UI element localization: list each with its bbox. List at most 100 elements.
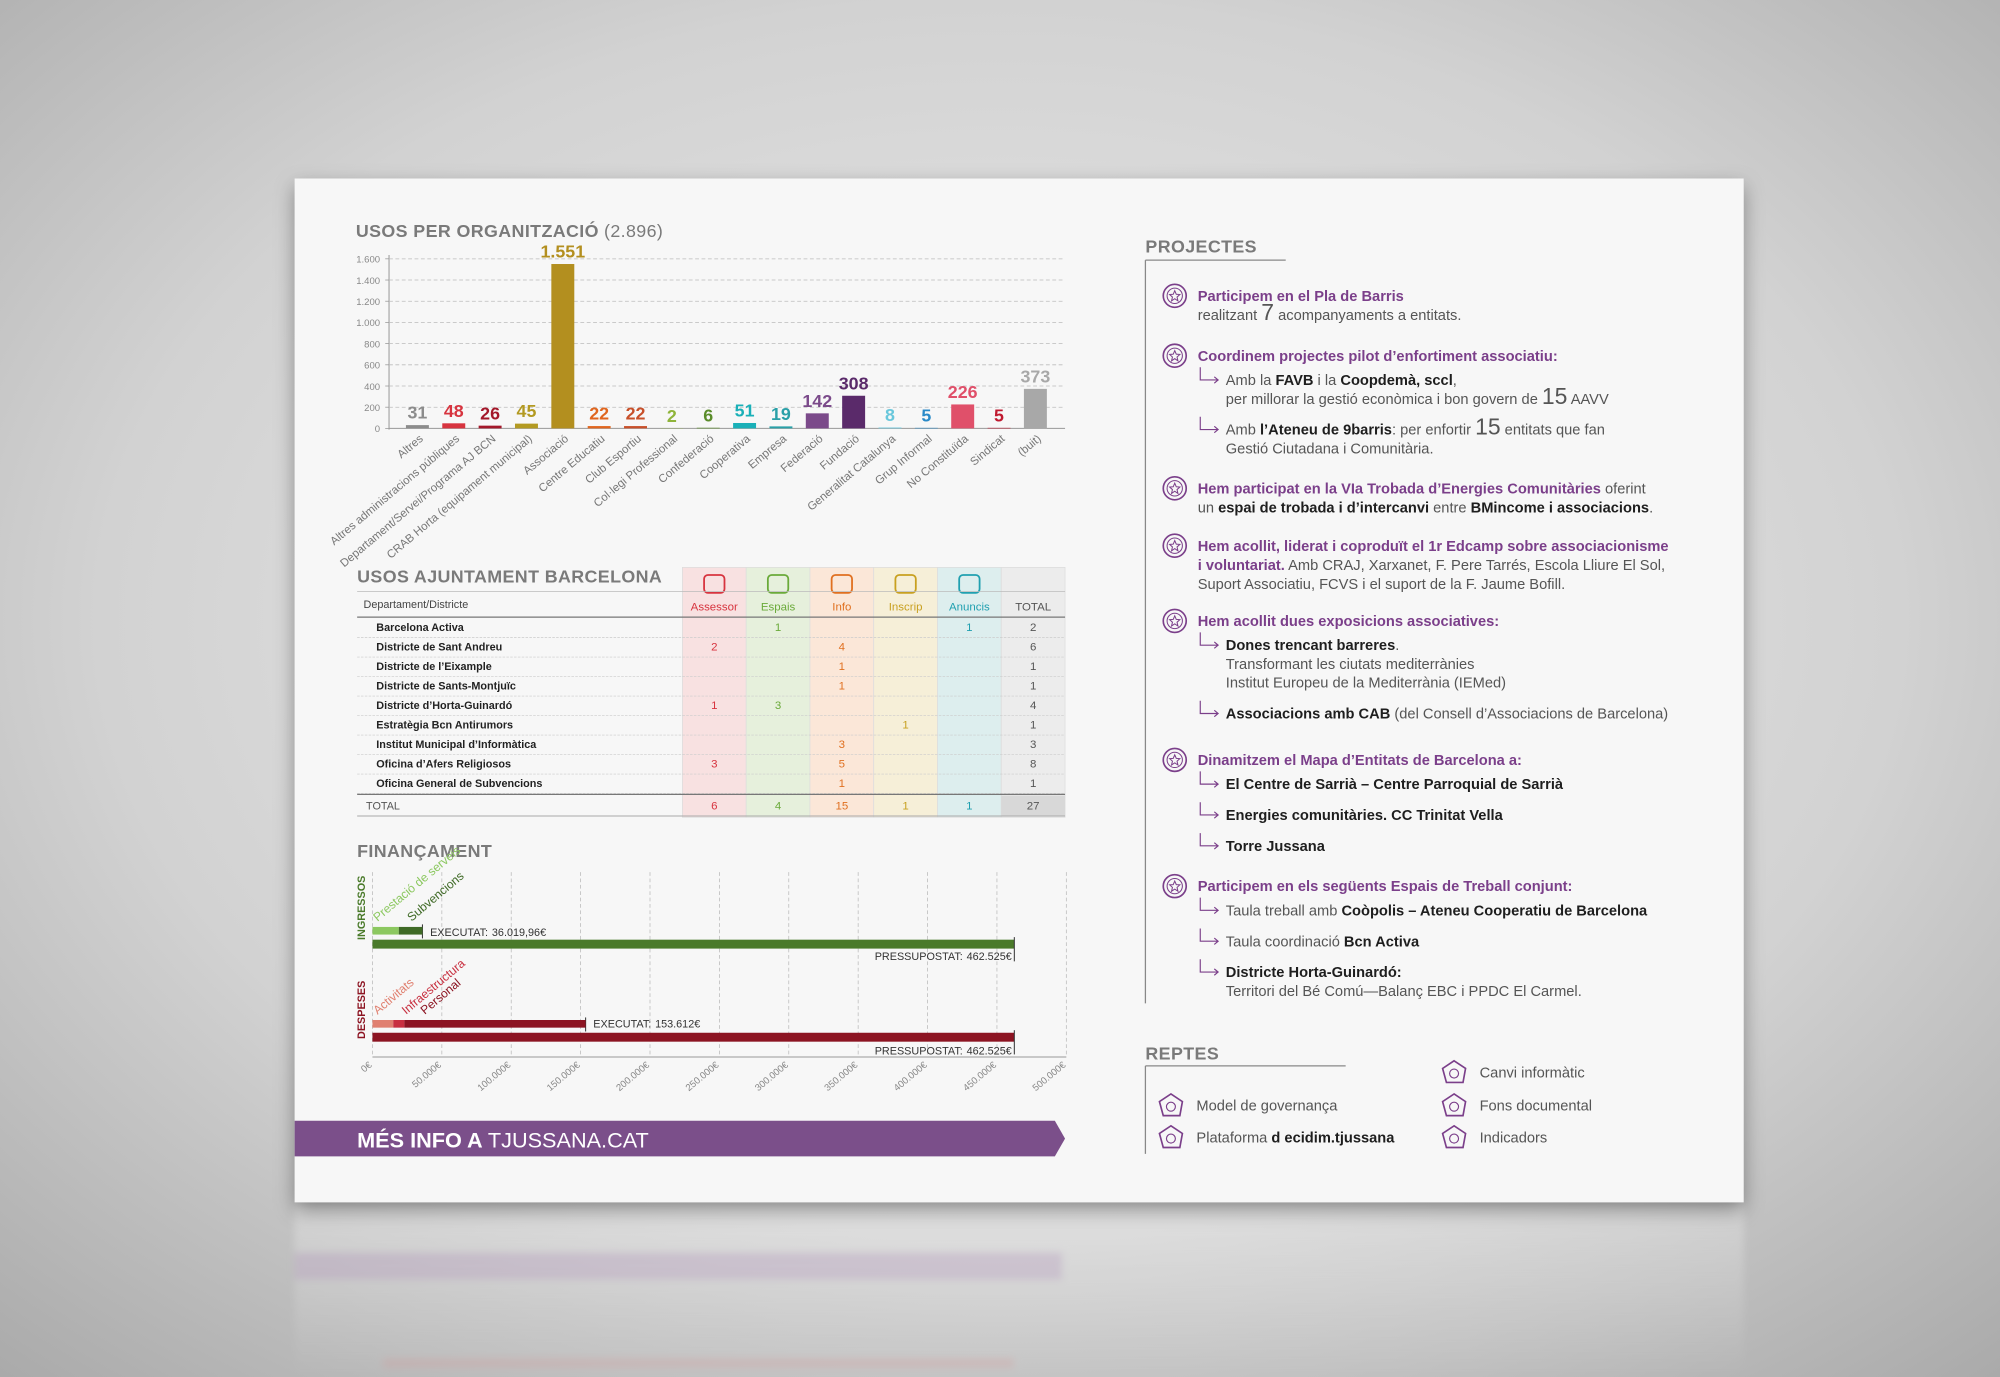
bar — [842, 395, 866, 429]
table-title: USOS AJUNTAMENT BARCELONA — [357, 567, 662, 587]
title-text: Participem en el Pla de Barris — [1198, 289, 1404, 305]
text-line: Amb la FAVB i la Coopdemà, sccl, — [1226, 373, 1457, 389]
value: 462.525€ — [967, 1045, 1012, 1057]
text-line: Institut Europeu de la Mediterrània (IEM… — [1226, 676, 1506, 692]
icon — [1166, 877, 1183, 895]
label: EXECUTAT: — [430, 927, 488, 939]
text: oferint — [1601, 481, 1646, 497]
row-label: Oficina d’Afers Religiosos — [376, 759, 511, 771]
y-tick-label: 600 — [364, 361, 380, 372]
banner-text[interactable]: MÉS INFO A TJUSSANA.CAT — [357, 1128, 649, 1153]
column-header: Espais — [761, 602, 796, 614]
text: un — [1198, 501, 1218, 517]
segment — [404, 1020, 586, 1028]
cell: 4 — [839, 642, 846, 654]
y-tick-label: 400 — [364, 382, 380, 393]
section-title: PROJECTES — [1145, 236, 1257, 256]
row-label: Oficina General de Subvencions — [376, 778, 542, 790]
text-line: Transformant les ciutats mediterrànies — [1226, 657, 1475, 673]
icon — [1166, 287, 1183, 304]
bold-text: l’Ateneu de 9barris — [1260, 423, 1392, 439]
total-cell: 6 — [711, 801, 717, 813]
bar — [372, 1032, 1015, 1042]
value-label: 48 — [444, 401, 464, 421]
title-text: i voluntariat. — [1198, 558, 1285, 574]
arrow — [1199, 367, 1220, 384]
cell: 2 — [1030, 622, 1036, 634]
chart-title: FINANÇAMENT — [357, 841, 492, 861]
title-text: Hem participat en la VIa Trobada d’Energ… — [1198, 481, 1601, 497]
icon — [1162, 747, 1188, 773]
cell: 8 — [1030, 759, 1036, 771]
value: 36.019,96€ — [492, 927, 546, 939]
cell: 1 — [775, 622, 781, 634]
text: realitzant — [1198, 308, 1262, 324]
bar — [372, 939, 1015, 949]
column-icon — [958, 574, 981, 594]
icon — [1168, 349, 1182, 362]
cell: 1 — [1030, 778, 1036, 790]
cell: 1 — [839, 778, 845, 790]
arrow — [1199, 802, 1220, 819]
text: . — [1649, 501, 1653, 517]
title-text: Hem acollit dues exposicions associative… — [1198, 614, 1499, 630]
bar — [1023, 388, 1047, 429]
y-tick-label: 1.400 — [356, 276, 380, 287]
cell: 4 — [1030, 700, 1037, 712]
bar — [769, 426, 793, 429]
row-label: Districte de Sant Andreu — [376, 642, 502, 654]
total-cell: 27 — [1027, 801, 1040, 813]
column-icon — [894, 574, 917, 594]
row-label: Districte de Sants-Montjuïc — [376, 681, 516, 693]
text-line: Hem acollit dues exposicions associative… — [1198, 614, 1499, 630]
column-header: Assessor — [691, 602, 738, 614]
banner — [294, 1120, 1066, 1157]
icon — [1162, 533, 1188, 559]
icon — [1441, 1059, 1467, 1084]
cell: 1 — [1030, 661, 1036, 673]
bar — [442, 423, 466, 429]
reflection — [294, 1204, 1744, 1377]
icon — [1162, 476, 1188, 501]
cell: 1 — [839, 661, 845, 673]
segment — [372, 926, 399, 935]
arrow — [1199, 771, 1220, 788]
icon — [1168, 539, 1182, 552]
big-text: 7 — [1261, 299, 1274, 325]
column-header: Info — [832, 602, 851, 614]
bold-text: Bcn Activa — [1344, 934, 1420, 950]
row-label: Estratègia Bcn Antirumors — [376, 720, 513, 732]
text-line: Hem acollit, liderat i coproduït el 1r E… — [1198, 539, 1669, 555]
bold-text: Torre Jussana — [1226, 839, 1326, 855]
column-band — [745, 566, 811, 818]
icon — [1166, 537, 1183, 554]
row-label: Barcelona Activa — [376, 622, 464, 634]
icon — [1449, 1068, 1460, 1079]
segment — [393, 1020, 405, 1028]
column-band — [809, 566, 875, 818]
text: Suport Associatiu, FCVS i el suport de l… — [1198, 577, 1565, 593]
executat-label: EXECUTAT: 153.612€ — [593, 1019, 700, 1031]
bar — [951, 404, 975, 429]
label: PRESSUPOSTAT: — [875, 1045, 963, 1057]
icon — [1166, 612, 1183, 630]
text-line: un espai de trobada i d’intercanvi entre… — [1198, 501, 1653, 517]
text: Territori del Bé Comú—Balanç EBC i PPDC … — [1226, 984, 1582, 1000]
banner-link[interactable]: TJUSSANA.CAT — [488, 1128, 649, 1153]
value-label: 2 — [667, 406, 677, 426]
value-label: 26 — [480, 403, 500, 423]
text: , — [1453, 373, 1457, 389]
text: Model de governança — [1196, 1099, 1338, 1115]
value-label: 308 — [839, 373, 869, 393]
bold-text: d ecidim.tjussana — [1271, 1130, 1395, 1146]
text-line: Territori del Bé Comú—Balanç EBC i PPDC … — [1226, 984, 1582, 1000]
icon — [1162, 283, 1188, 309]
icon — [1162, 873, 1188, 899]
arrow — [1199, 897, 1220, 914]
text: Canvi informàtic — [1480, 1065, 1585, 1081]
icon — [1168, 753, 1182, 767]
icon — [1168, 481, 1182, 495]
column-header: Departament/Districte — [364, 599, 469, 611]
